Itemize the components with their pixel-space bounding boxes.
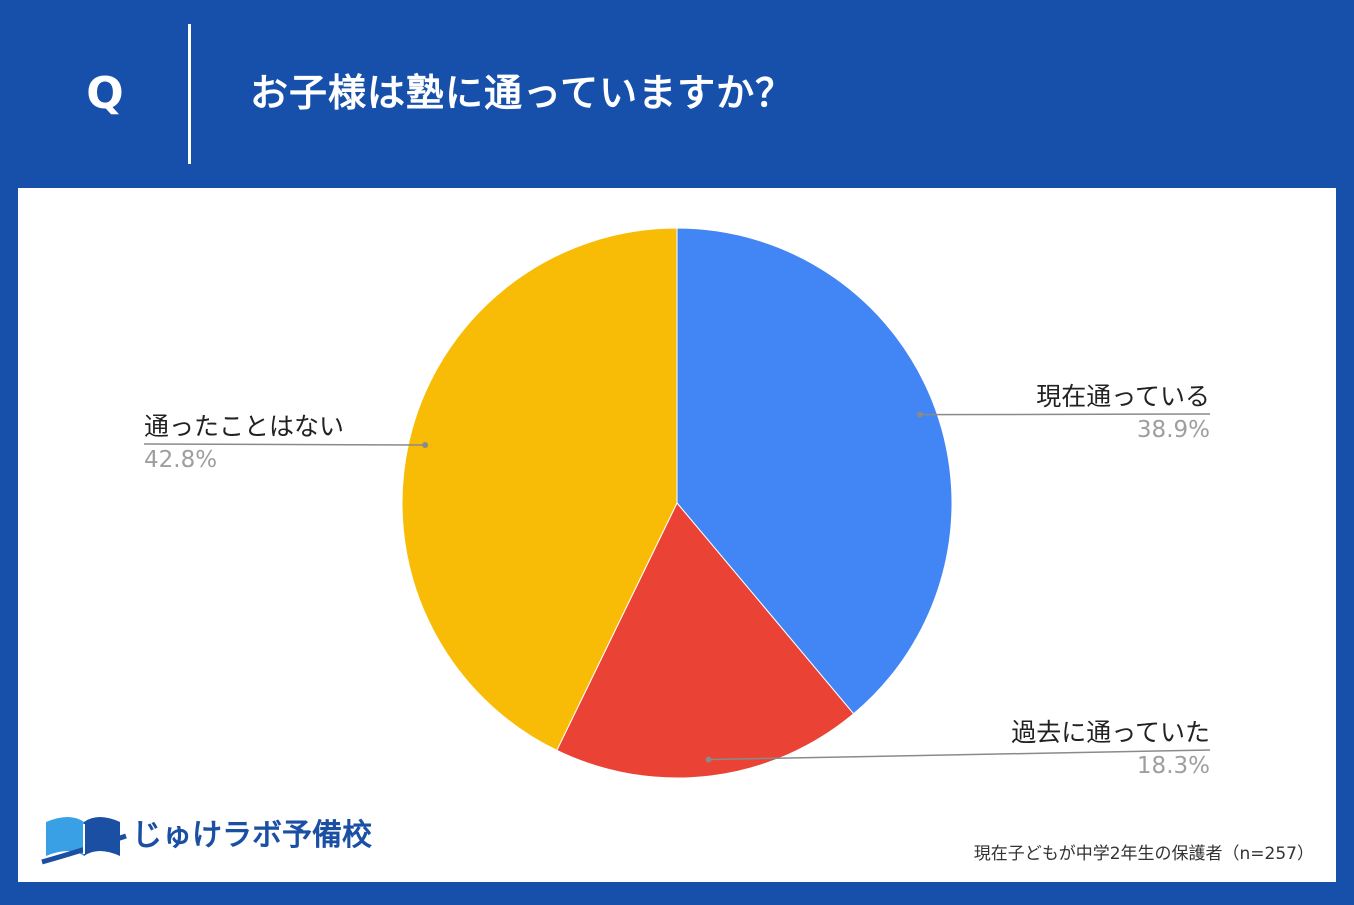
pie-slice-never <box>401 227 678 752</box>
leader-line-current <box>919 413 1211 416</box>
leader-dot-never <box>422 442 429 449</box>
slice-value-past: 18.3% <box>1136 753 1210 779</box>
slice-label-past: 過去に通っていた <box>1011 718 1210 747</box>
slice-value-never: 42.8% <box>144 447 218 473</box>
leader-dot-past <box>705 756 712 763</box>
slice-label-current: 現在通っている <box>1036 382 1210 411</box>
question-title: お子様は塾に通っていますか？ <box>250 71 795 115</box>
leader-line-past <box>708 749 1211 761</box>
leader-dot-current <box>916 411 923 418</box>
chart-panel: 現在通っている 38.9% 過去に通っていた 18.3% 通ったことはない 42… <box>18 188 1336 882</box>
question-header: Q お子様は塾に通っていますか？ <box>0 0 1354 188</box>
logo-text: じゅけラボ予備校 <box>132 818 372 853</box>
leader-line-never <box>143 443 426 446</box>
pie-chart <box>143 227 1211 779</box>
slice-label-never: 通ったことはない <box>144 412 345 441</box>
q-mark: Q <box>86 68 124 119</box>
pie-slice-current <box>676 227 953 715</box>
pie-slice-past <box>556 502 855 779</box>
header-divider <box>188 24 191 164</box>
brand-logo: じゅけラボ予備校 <box>40 806 372 870</box>
book-logo-icon <box>41 817 127 865</box>
footnote: 現在子どもが中学2年生の保護者（n=257） <box>973 844 1314 864</box>
slice-value-current: 38.9% <box>1136 417 1210 443</box>
